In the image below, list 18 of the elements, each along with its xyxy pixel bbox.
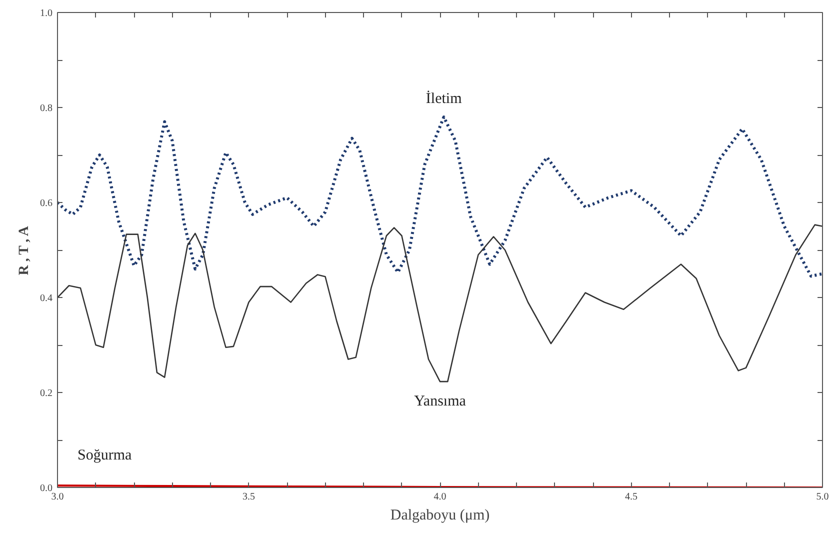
- y-tick-label: 1.0: [40, 8, 52, 19]
- x-tick-label: 4.5: [625, 492, 638, 502]
- line-series: [58, 116, 822, 278]
- series-label: Yansıma: [414, 394, 466, 410]
- x-axis-title: Dalgaboyu (μm): [390, 508, 490, 524]
- y-tick-label: 0.6: [40, 198, 52, 209]
- line-series: [58, 224, 822, 382]
- y-tick-label: 0.2: [40, 388, 52, 399]
- y-tick-label: 0.8: [40, 103, 52, 114]
- y-tick-label: 0.0: [40, 483, 52, 494]
- x-tick-label: 4.0: [434, 492, 446, 502]
- x-tick-label: 5.0: [816, 492, 829, 502]
- series-label: Soğurma: [78, 448, 132, 464]
- series-label: İletim: [426, 90, 462, 107]
- y-axis-title: R , T , A: [17, 225, 32, 276]
- x-tick-label: 3.0: [51, 492, 64, 502]
- x-tick-label: 3.5: [242, 492, 255, 502]
- y-tick-label: 0.4: [40, 293, 52, 304]
